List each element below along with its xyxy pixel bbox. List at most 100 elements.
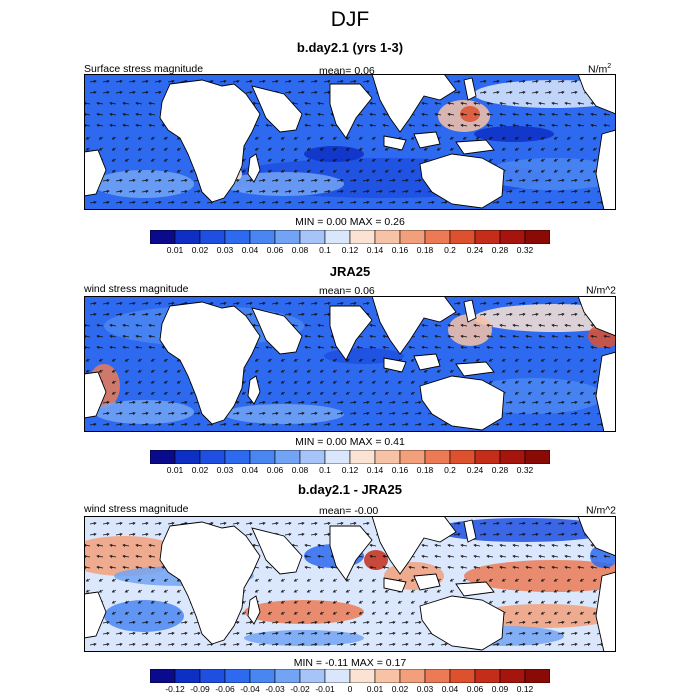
wind-arrow-head [527, 391, 531, 395]
wind-arrow-head [288, 631, 292, 635]
wind-arrow-head [236, 631, 240, 635]
wind-arrow-head [501, 600, 505, 604]
wind-arrow [499, 566, 507, 569]
wind-arrow-head [132, 521, 136, 525]
wind-arrow-head [119, 90, 123, 94]
wind-arrow-head [280, 147, 284, 151]
land-mass [463, 299, 477, 323]
wind-arrow-head [382, 112, 386, 116]
wind-arrow-head [262, 189, 266, 193]
wind-arrow [271, 401, 279, 404]
panel2-units-main: N/m^2 [586, 284, 617, 297]
wind-arrow-head [579, 380, 583, 384]
colorbar-box [449, 230, 476, 244]
wind-arrow-head [93, 200, 97, 204]
wind-arrow [362, 201, 370, 204]
wind-arrow-head [418, 642, 422, 646]
wind-arrow-head [319, 147, 323, 151]
wind-arrow [603, 346, 611, 349]
wind-arrow [180, 522, 188, 525]
wind-arrow-head [301, 411, 305, 415]
wind-arrow-head [382, 345, 386, 349]
wind-arrow-head [135, 543, 139, 547]
wind-arrow-head [535, 312, 539, 316]
wind-arrow-head [421, 345, 425, 349]
wind-arrow-head [327, 411, 331, 415]
wind-arrow-head [119, 301, 123, 305]
wind-arrow-head [501, 369, 505, 373]
wind-arrow-head [421, 543, 425, 547]
wind-arrow [369, 324, 377, 327]
wind-arrow-head [527, 147, 531, 151]
wind-arrow-head [434, 543, 438, 547]
wind-arrow-head [473, 112, 477, 116]
wind-arrow-head [249, 312, 253, 316]
wind-arrow-head [418, 631, 422, 635]
land-mass [383, 577, 407, 593]
wind-arrow-head [566, 369, 570, 373]
wind-arrow [362, 423, 370, 426]
wind-arrow [382, 346, 390, 349]
wind-arrow-head [288, 90, 292, 94]
wind-arrow [128, 190, 136, 193]
wind-arrow-head [319, 600, 323, 604]
colorbar-box [399, 450, 426, 464]
wind-arrow-head [514, 169, 518, 173]
wind-arrow-head [314, 301, 318, 305]
wind-arrow-head [392, 411, 396, 415]
wind-arrow [512, 544, 520, 547]
land-mass [84, 591, 107, 639]
wind-arrow-head [527, 358, 531, 362]
wind-arrow-head [512, 565, 516, 569]
wind-arrow-head [353, 411, 357, 415]
wind-arrow-head [522, 90, 526, 94]
wind-arrow [349, 179, 357, 182]
wind-arrow-head [106, 521, 110, 525]
wind-arrow-head [301, 422, 305, 426]
wind-arrow-head [93, 642, 97, 646]
wind-arrow-head [163, 600, 167, 604]
wind-arrow [525, 335, 533, 338]
wind-arrow [473, 113, 481, 116]
wind-arrow-head [522, 620, 526, 624]
wind-arrow-head [332, 358, 336, 362]
wind-arrow-head [483, 90, 487, 94]
wind-arrow [564, 346, 572, 349]
wind-arrow [336, 179, 344, 182]
wind-arrow-head [353, 400, 357, 404]
wind-arrow-head [327, 521, 331, 525]
wind-arrow-head [514, 589, 518, 593]
wind-arrow [232, 643, 240, 646]
wind-arrow-head [319, 380, 323, 384]
wind-arrow-head [332, 391, 336, 395]
wind-arrow [603, 566, 611, 569]
wind-arrow-head [566, 578, 570, 582]
wind-arrow [284, 401, 292, 404]
wind-arrow [317, 555, 325, 558]
wind-arrow [284, 201, 292, 204]
wind-arrow-head [267, 589, 271, 593]
wind-arrow [323, 621, 331, 624]
wind-arrow [544, 80, 552, 83]
wind-arrow-head [564, 101, 568, 105]
wind-arrow [148, 335, 156, 338]
land-mass [577, 516, 616, 557]
wind-arrow-head [223, 301, 227, 305]
wind-arrow-head [145, 620, 149, 624]
wind-arrow-head [587, 189, 591, 193]
wind-arrow [427, 423, 435, 426]
wind-arrow [310, 201, 318, 204]
wind-arrow [310, 423, 318, 426]
wind-arrow-head [135, 101, 139, 105]
wind-arrow [336, 522, 344, 525]
map-contour-region [448, 314, 492, 346]
wind-arrow-head [384, 158, 388, 162]
wind-arrow [336, 201, 344, 204]
wind-arrow [375, 632, 383, 635]
panel1-minmax: MIN = 0.00 MAX = 0.26 [295, 216, 405, 228]
wind-arrow-head [301, 79, 305, 83]
wind-arrow-head [460, 323, 464, 327]
wind-arrow-head [371, 611, 375, 615]
wind-arrow [492, 91, 500, 94]
wind-arrow-head [579, 611, 583, 615]
